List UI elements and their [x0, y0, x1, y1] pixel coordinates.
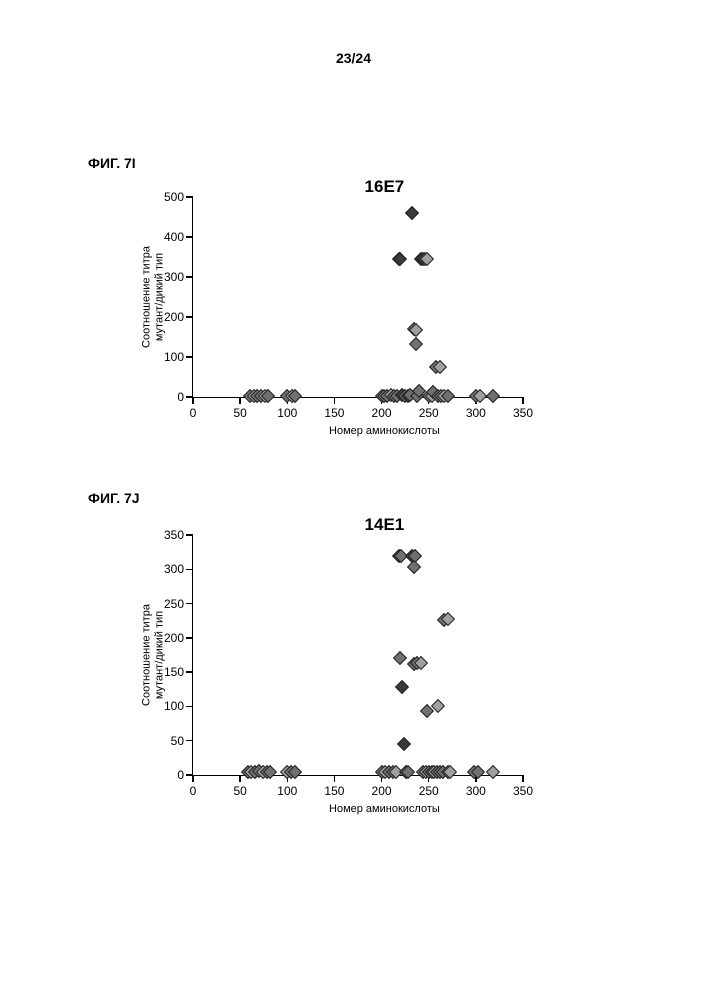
fig7i-y-tick: [186, 316, 193, 318]
fig7i-y-tick-label: 100: [164, 350, 184, 364]
fig7j-data-point: [393, 651, 407, 665]
fig7i-y-tick-label: 0: [177, 390, 184, 404]
fig7j-y-tick: [186, 740, 193, 742]
fig7j-label: ФИГ. 7J: [88, 490, 140, 506]
fig7j-y-tick: [186, 671, 193, 673]
fig7i-y-tick-label: 300: [164, 270, 184, 284]
fig7j-y-tick: [186, 534, 193, 536]
fig7i-y-tick-label: 500: [164, 190, 184, 204]
fig7j-y-tick-label: 250: [164, 597, 184, 611]
fig7i-x-tick: [192, 397, 194, 404]
fig7j-y-tick-label: 100: [164, 699, 184, 713]
fig7j-y-tick: [186, 603, 193, 605]
fig7i-title: 16E7: [365, 177, 405, 197]
fig7i-plot-area: 16E7010020030040050005010015020025030035…: [192, 197, 523, 398]
fig7i-x-tick-label: 350: [513, 406, 533, 420]
fig7i-y-tick: [186, 236, 193, 238]
fig7j-y-tick: [186, 706, 193, 708]
fig7i-x-tick-label: 300: [466, 406, 486, 420]
fig7j-data-point: [486, 765, 500, 779]
fig7j-y-tick-label: 350: [164, 528, 184, 542]
fig7i-data-point: [405, 206, 419, 220]
fig7j-x-tick-label: 300: [466, 784, 486, 798]
fig7j-y-tick-label: 200: [164, 631, 184, 645]
fig7j-x-tick-label: 50: [233, 784, 246, 798]
fig7j-x-tick-label: 100: [277, 784, 297, 798]
fig7i-y-tick: [186, 196, 193, 198]
fig7j-plot-area: 14E1050100150200250300350050100150200250…: [192, 535, 523, 776]
fig7j-x-tick-label: 200: [372, 784, 392, 798]
fig7j-y-axis-label: Соотношение титрамутант/дикий тип: [140, 604, 165, 706]
fig7j-x-tick-label: 150: [324, 784, 344, 798]
fig7i-x-tick-label: 100: [277, 406, 297, 420]
fig7j-y-tick-label: 50: [171, 734, 184, 748]
fig7i-x-tick: [522, 397, 524, 404]
fig7j-y-tick: [186, 637, 193, 639]
fig7j-y-tick: [186, 569, 193, 571]
fig7j-y-tick-label: 0: [177, 768, 184, 782]
fig7i-y-tick: [186, 356, 193, 358]
fig7i-x-tick-label: 50: [233, 406, 246, 420]
fig7i-data-point: [486, 389, 500, 403]
fig7i-y-tick: [186, 276, 193, 278]
fig7j-x-tick-label: 250: [419, 784, 439, 798]
fig7j-data-point: [395, 680, 409, 694]
fig7j-x-tick: [334, 775, 336, 782]
fig7j-x-tick: [522, 775, 524, 782]
fig7j-data-point: [407, 559, 421, 573]
fig7j-title: 14E1: [365, 515, 405, 535]
fig7j-x-tick-label: 0: [190, 784, 197, 798]
page-number: 23/24: [0, 50, 707, 66]
fig7j-x-tick: [192, 775, 194, 782]
fig7i-x-tick: [239, 397, 241, 404]
fig7j-y-tick-label: 150: [164, 665, 184, 679]
fig7i-label: ФИГ. 7I: [88, 155, 136, 171]
fig7j-x-tick: [239, 775, 241, 782]
fig7j-data-point: [397, 737, 411, 751]
fig7i-chart: 16E7 0 100 200 300 400 500 0 50 100 150 200 250 300 35…: [130, 175, 560, 455]
fig7i-y-tick-label: 400: [164, 230, 184, 244]
fig7i-x-tick-label: 200: [372, 406, 392, 420]
fig7i-x-tick-label: 0: [190, 406, 197, 420]
fig7i-x-tick-label: 150: [324, 406, 344, 420]
fig7i-y-axis-label: Соотношение титрамутант/дикий тип: [140, 246, 165, 348]
fig7i-x-axis-label: Номер аминокислоты: [329, 425, 440, 437]
fig7j-x-axis-label: Номер аминокислоты: [329, 803, 440, 815]
fig7i-x-tick-label: 250: [419, 406, 439, 420]
fig7j-x-tick-label: 350: [513, 784, 533, 798]
fig7j-chart: 14E1 0 50 100 150 200 250 300 350 0 50 100 150 200 250…: [130, 510, 560, 830]
fig7j-y-tick-label: 300: [164, 562, 184, 576]
fig7i-y-tick-label: 200: [164, 310, 184, 324]
fig7i-data-point: [408, 337, 422, 351]
fig7i-x-tick: [334, 397, 336, 404]
